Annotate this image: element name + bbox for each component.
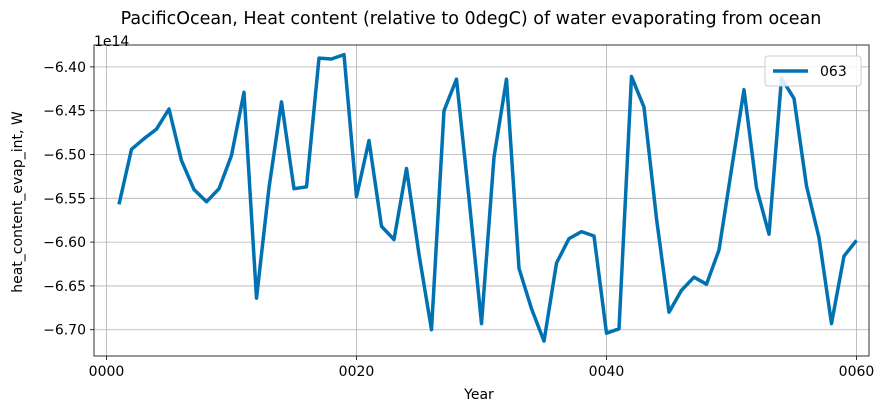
y-tick-label: −6.55 bbox=[43, 191, 86, 207]
legend-box bbox=[764, 55, 862, 87]
y-tick-label: −6.65 bbox=[43, 279, 86, 295]
y-offset-label: 1e14 bbox=[94, 34, 129, 50]
y-tick-label: −6.70 bbox=[43, 323, 86, 339]
ticks: 0000 0020 0040 0060 −6.70 −6.65 −6.60 −6.55 −6.5… bbox=[43, 60, 874, 380]
y-tick-label: −6.40 bbox=[43, 60, 86, 76]
x-axis-label: Year bbox=[463, 387, 494, 403]
y-tick-label: −6.60 bbox=[43, 235, 86, 251]
chart-title: PacificOcean, Heat content (relative to … bbox=[121, 9, 822, 29]
legend-label-063: 063 bbox=[820, 64, 847, 80]
series-layer bbox=[117, 52, 858, 343]
x-tick-label: 0000 bbox=[89, 364, 125, 380]
y-tick-label: −6.45 bbox=[43, 104, 86, 120]
x-tick-label: 0020 bbox=[339, 364, 375, 380]
legend: 063 bbox=[764, 55, 862, 87]
x-tick-label: 0040 bbox=[589, 364, 625, 380]
y-axis-label: heat_content_evap_int, W bbox=[10, 111, 26, 293]
series-line-063 bbox=[117, 52, 858, 343]
x-tick-label: 0060 bbox=[839, 364, 875, 380]
plot-frame bbox=[93, 44, 870, 357]
y-tick-label: −6.50 bbox=[43, 148, 86, 164]
